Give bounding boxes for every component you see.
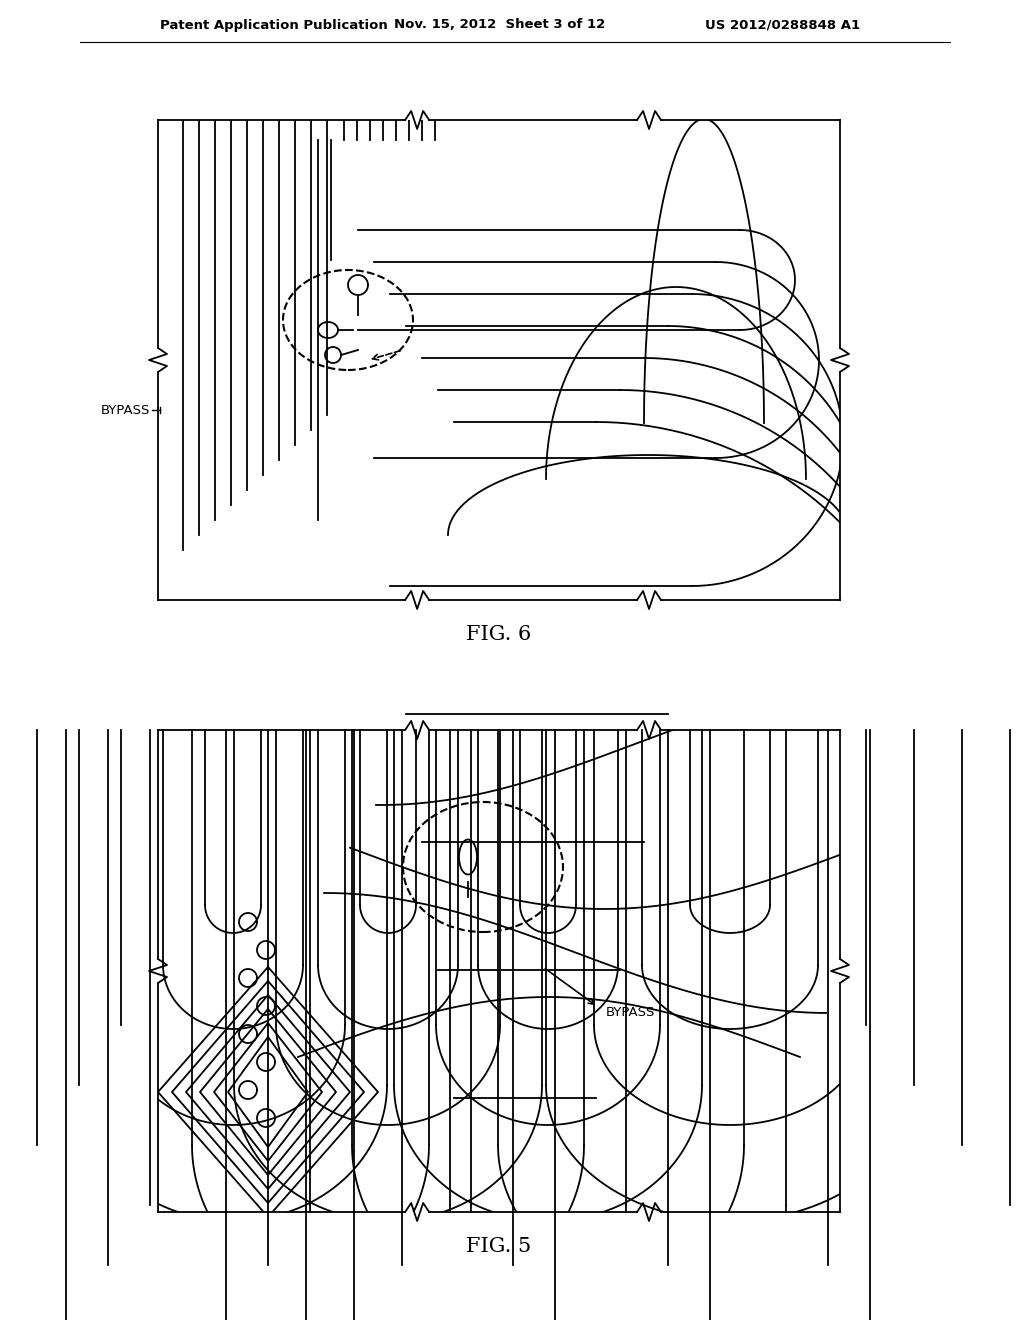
- Text: BYPASS: BYPASS: [100, 404, 150, 417]
- Text: FIG. 6: FIG. 6: [466, 626, 531, 644]
- Text: Nov. 15, 2012  Sheet 3 of 12: Nov. 15, 2012 Sheet 3 of 12: [394, 18, 605, 32]
- Text: US 2012/0288848 A1: US 2012/0288848 A1: [705, 18, 860, 32]
- Text: Patent Application Publication: Patent Application Publication: [160, 18, 388, 32]
- Text: FIG. 5: FIG. 5: [466, 1238, 531, 1257]
- Text: BYPASS: BYPASS: [606, 1006, 655, 1019]
